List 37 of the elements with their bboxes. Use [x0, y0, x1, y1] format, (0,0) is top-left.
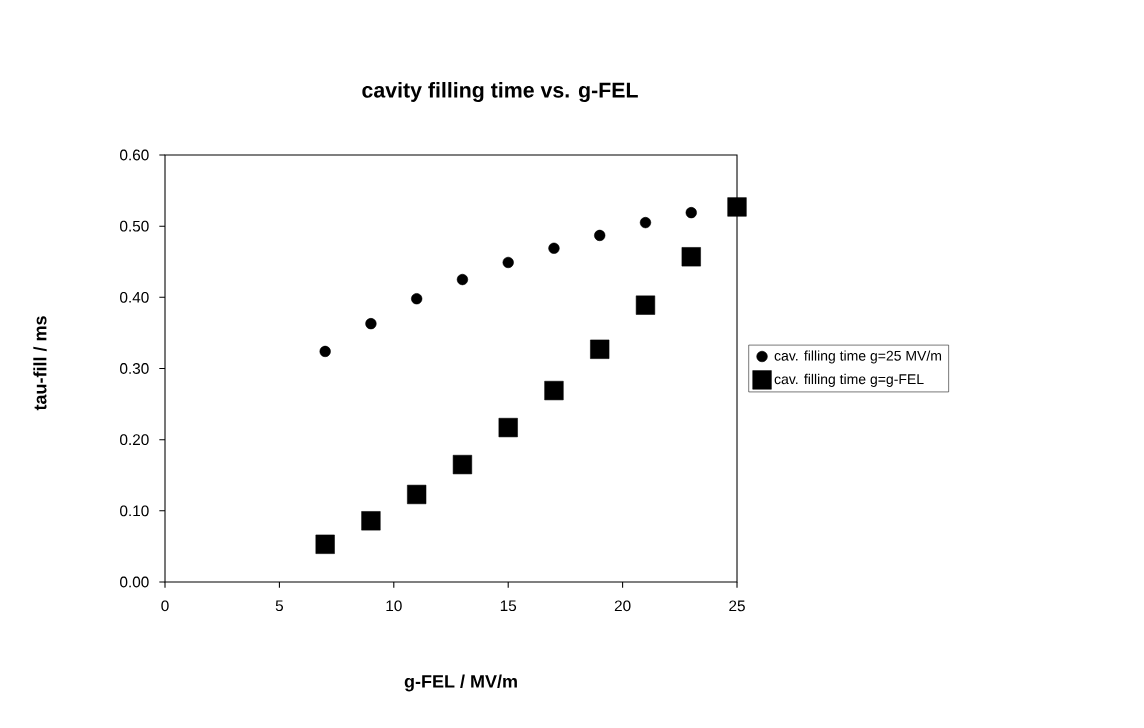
y-tick-label: 0.20	[120, 434, 149, 446]
y-tick-label: 0.10	[120, 505, 149, 517]
y-tick-label: 0.40	[120, 291, 149, 303]
point	[361, 511, 381, 531]
y-axis-title: tau-fill / ms	[33, 316, 47, 411]
point	[502, 256, 514, 269]
point	[411, 293, 423, 305]
point	[407, 484, 427, 505]
y-tick-label: 0.00	[120, 576, 149, 588]
point	[365, 318, 377, 330]
x-tick-label: 20	[614, 600, 631, 612]
point	[548, 242, 560, 254]
chart-title: cavity filling time vs. g-FEL	[362, 82, 638, 102]
y-tick-label: 0.30	[120, 363, 149, 374]
x-axis-title: g-FEL / MV/m	[404, 674, 517, 692]
point	[498, 417, 518, 438]
point	[681, 247, 701, 267]
x-tick-label: 10	[386, 600, 402, 612]
point	[456, 273, 469, 286]
point	[727, 197, 747, 217]
point	[452, 454, 473, 475]
point	[635, 295, 656, 315]
point	[685, 207, 697, 219]
x-tick-label: 0	[161, 600, 169, 612]
legend-label: cav. filling time g=g-FEL	[774, 373, 924, 387]
x-tick-label: 5	[275, 600, 284, 612]
point	[639, 217, 652, 229]
point	[315, 534, 335, 554]
point	[594, 229, 606, 242]
point	[319, 345, 331, 358]
x-tick-label: 15	[500, 600, 517, 612]
point	[544, 380, 564, 401]
y-tick-label: 0.50	[120, 220, 149, 232]
point	[590, 339, 610, 359]
x-tick-label: 25	[729, 600, 745, 612]
legend-label: cav. filling time g=25 MV/m	[774, 350, 942, 364]
y-tick-label: 0.60	[120, 149, 149, 161]
